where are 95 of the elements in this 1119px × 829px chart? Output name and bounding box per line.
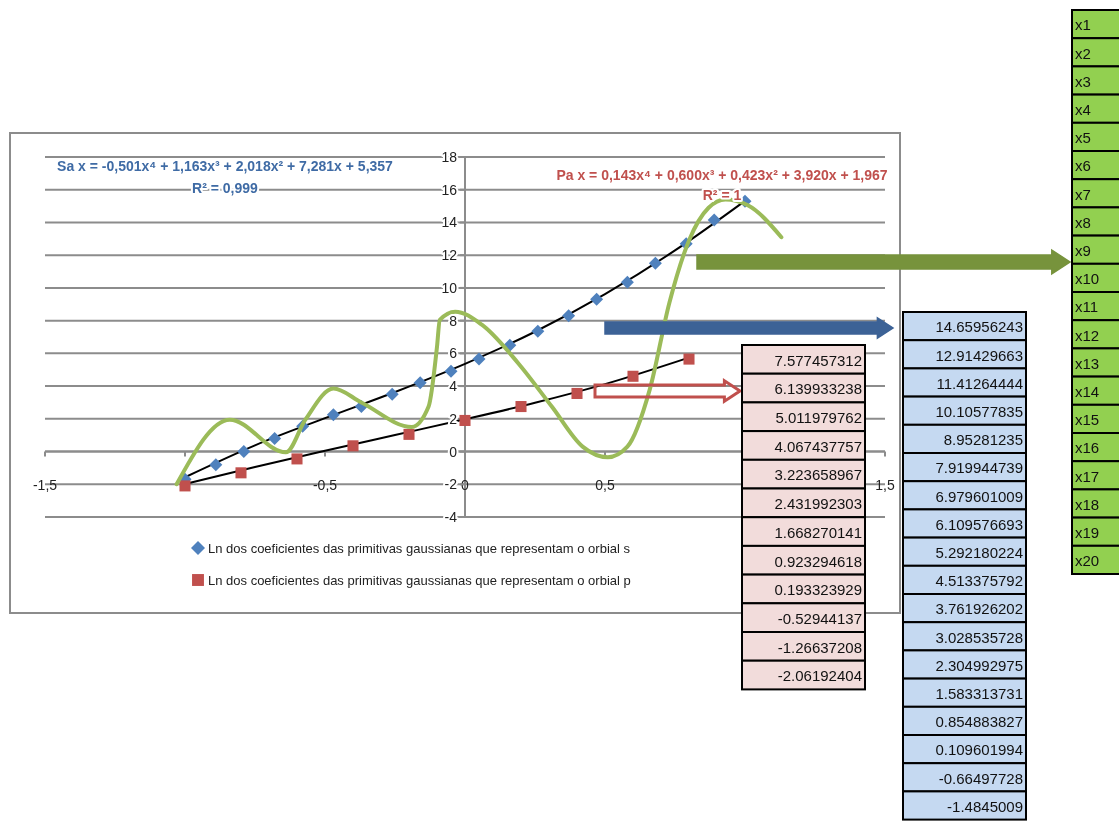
text: 0.109601994: [935, 741, 1023, 759]
legend-label: Ln dos coeficientes das primitivas gaussianas que representam o orbial s: [208, 541, 631, 556]
point: [531, 324, 545, 338]
text: x12: [1075, 326, 1100, 344]
text: 5.292180224: [935, 543, 1023, 561]
point: [403, 428, 415, 440]
point: [459, 414, 471, 426]
text: x14: [1075, 382, 1100, 400]
text: x20: [1075, 552, 1100, 570]
text: x7: [1075, 185, 1091, 203]
point: [444, 364, 458, 378]
annotation: 4.067437757: [774, 437, 862, 455]
text: -1.26637208: [777, 638, 862, 656]
text: -2.06192404: [777, 667, 862, 685]
text: 8.95281235: [943, 431, 1023, 449]
point: [571, 387, 583, 399]
text: x13: [1075, 354, 1100, 372]
point: [590, 292, 604, 306]
y-tick-label: 8: [449, 312, 458, 329]
text: x10: [1075, 270, 1100, 288]
text: x1: [1075, 16, 1091, 34]
y-tick-label: -4: [444, 509, 458, 525]
text: 0.854883827: [935, 713, 1023, 731]
point: [472, 352, 486, 366]
point: [620, 275, 634, 289]
text: x6: [1075, 157, 1091, 175]
point: [179, 480, 191, 492]
text: x15: [1075, 411, 1100, 429]
text: 0.193323929: [774, 581, 862, 599]
text: 7.919944739: [935, 459, 1023, 477]
text: 3.761926202: [935, 600, 1023, 618]
text: 0.923294618: [774, 552, 862, 570]
point: [347, 440, 359, 452]
annotation: 2.431992303: [774, 495, 862, 513]
text: 4.513375792: [935, 572, 1023, 590]
text: x4: [1075, 100, 1091, 118]
y-tick-label: -2: [444, 476, 458, 493]
point: [413, 376, 427, 390]
x-tick-label: -1,5: [32, 476, 58, 493]
text: x19: [1075, 523, 1100, 541]
text: 11.41264444: [936, 374, 1023, 392]
y-tick-label: 6: [449, 345, 458, 362]
annotation: 7.577457312: [774, 351, 862, 369]
text: 1.583313731: [935, 684, 1023, 702]
text: 2.304992975: [935, 656, 1023, 674]
y-tick-label: 16: [441, 181, 458, 198]
text: x8: [1075, 213, 1091, 231]
text: x2: [1075, 44, 1091, 62]
y-tick-label: 4: [449, 378, 458, 395]
point: [291, 453, 303, 465]
text: 6.979601009: [935, 487, 1023, 505]
point: [237, 445, 251, 459]
annotation: Sa x = -0,501x⁴ + 1,163x³ + 2,018x² + 7,281x + 5,357: [57, 158, 394, 174]
text: 14.65956243: [935, 318, 1023, 336]
point: [562, 309, 576, 323]
point: [326, 408, 340, 422]
annotation: 5.011979762: [775, 409, 862, 427]
y-tick-label: 12: [441, 247, 458, 264]
text: x17: [1075, 467, 1100, 485]
text: 6.109576693: [935, 515, 1023, 533]
text: -0.66497728: [938, 769, 1023, 787]
text: -0.52944137: [777, 609, 862, 627]
text: x5: [1075, 129, 1091, 147]
text: 1.668270141: [774, 523, 862, 541]
point: [707, 213, 721, 227]
legend-label: Ln dos coeficientes das primitivas gaussianas que representam o orbial p: [208, 573, 631, 588]
text: x9: [1075, 241, 1091, 259]
point: [268, 431, 282, 445]
text: x11: [1075, 298, 1099, 316]
x-tick-label: 0,5: [595, 476, 615, 493]
x-tick-label: 0: [461, 476, 470, 493]
point: [209, 458, 223, 472]
annotation: 6.139933238: [774, 380, 862, 398]
text: 12.91429663: [935, 346, 1023, 364]
y-tick-label: 10: [441, 279, 458, 296]
text: x18: [1075, 495, 1100, 513]
text: -1.4845009: [947, 797, 1023, 815]
point: [683, 353, 695, 365]
point: [515, 401, 527, 413]
point: [385, 387, 399, 401]
point: [235, 467, 247, 479]
text: x16: [1075, 439, 1100, 457]
annotation: Pa x = 0,143x⁴ + 0,600x³ + 0,423x² + 3,920x + 1,967: [556, 167, 888, 183]
point: [648, 256, 662, 270]
y-tick-label: 14: [441, 214, 458, 231]
annotation: R² = 1: [702, 187, 742, 203]
x-tick-label: 1,5: [875, 476, 895, 493]
y-tick-label: 18: [441, 149, 458, 165]
text: x3: [1075, 72, 1091, 90]
x-tick-label: -0,5: [312, 476, 338, 493]
point: [627, 370, 639, 382]
annotation: 3.223658967: [774, 466, 862, 484]
text: 10.10577835: [935, 402, 1023, 420]
text: 3.028535728: [935, 628, 1023, 646]
y-tick-label: 0: [449, 443, 458, 460]
